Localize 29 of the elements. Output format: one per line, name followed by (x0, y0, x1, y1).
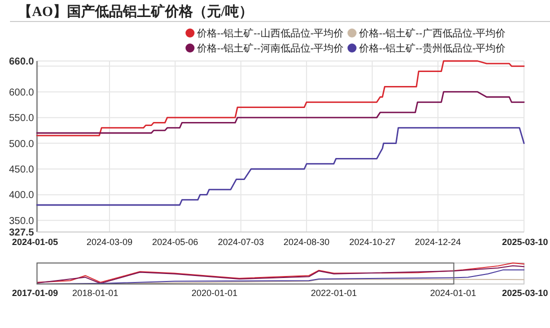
y-tick-label: 660.0 (8, 56, 34, 68)
x-tick-label: 2024-03-09 (86, 237, 133, 247)
y-tick-label: 600.0 (8, 87, 34, 98)
x-tick-label: 2022-01-01 (310, 288, 357, 298)
legend-label: 价格--铝土矿--广西低品位-平均价 (358, 28, 506, 40)
legend-label: 价格--铝土矿--贵州低品位-平均价 (358, 42, 506, 54)
x-tick-label: 2017-01-09 (12, 288, 58, 298)
legend-label: 价格--铝土矿--山西低品位-平均价 (196, 28, 344, 40)
x-tick-label: 2024-05-06 (152, 237, 198, 247)
x-tick-label: 2024-07-03 (218, 237, 264, 247)
x-tick-label: 2018-01-01 (72, 288, 118, 298)
y-tick-label: 450.0 (8, 164, 34, 176)
y-tick-label: 500.0 (8, 138, 34, 150)
x-tick-label: 2025-03-10 (502, 288, 548, 298)
y-tick-label: 550.0 (8, 113, 34, 124)
line-series (36, 127, 525, 206)
x-tick-label: 2024-08-30 (284, 237, 330, 247)
x-tick-label: 2024-01-05 (12, 237, 58, 247)
y-tick-label: 327.5 (8, 228, 34, 238)
y-tick-label: 400.0 (8, 190, 34, 202)
x-tick-label: 2025-03-10 (502, 237, 548, 247)
x-tick-label: 2024-10-27 (349, 237, 396, 247)
x-tick-label: 2024-01-01 (430, 288, 476, 298)
chart-title: 【AO】国产低品铝土矿价格（元/吨） (18, 3, 253, 20)
legend-label: 价格--铝土矿--河南低品位-平均价 (196, 42, 344, 54)
y-tick-label: 350.0 (8, 216, 34, 227)
x-tick-label: 2024-12-24 (414, 237, 461, 247)
line-series (36, 91, 525, 134)
x-tick-label: 2020-01-01 (192, 288, 238, 298)
